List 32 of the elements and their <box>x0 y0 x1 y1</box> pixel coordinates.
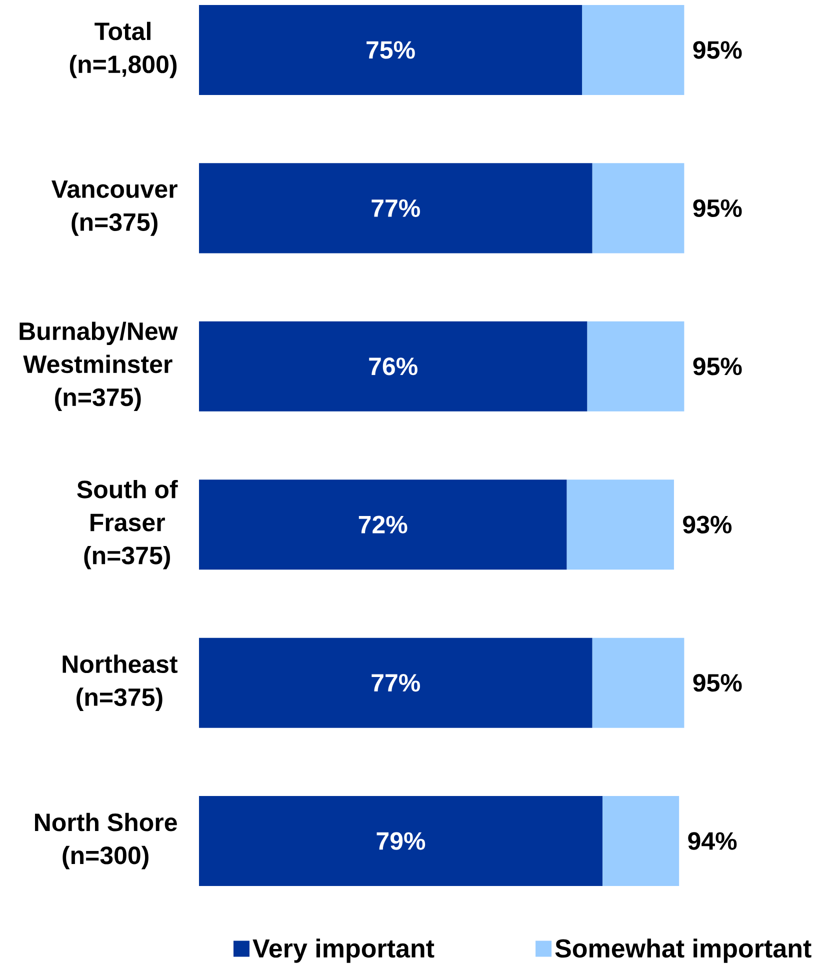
legend-label: Very important <box>252 938 434 963</box>
total-label: 95% <box>693 41 742 59</box>
y-tick-label: Vancouver (n=375) <box>52 180 178 236</box>
y-tick-label: North Shore (n=300) <box>35 812 177 870</box>
bar <box>587 321 684 412</box>
total-label: 93% <box>683 516 732 534</box>
bar <box>602 796 680 886</box>
total-label: 95% <box>693 199 742 218</box>
data-label: 75% <box>366 41 415 59</box>
data-label: 76% <box>369 358 418 376</box>
bar <box>582 4 684 95</box>
bar <box>592 163 684 254</box>
total-label: 95% <box>693 358 742 376</box>
y-tick-label: South of Fraser (n=375) <box>77 480 178 570</box>
data-label: 77% <box>372 199 420 217</box>
data-label: 79% <box>376 832 426 850</box>
y-tick-label: Total (n=1,800) <box>70 22 177 78</box>
data-label: 72% <box>358 516 408 534</box>
total-label: 95% <box>693 674 742 692</box>
total-label: 94% <box>688 832 737 850</box>
bar <box>199 796 602 886</box>
bar <box>199 163 592 254</box>
bar <box>199 480 567 570</box>
bar <box>199 4 582 95</box>
y-tick-label: Northeast (n=375) <box>62 654 178 711</box>
legend-label: Somewhat important <box>555 938 812 963</box>
y-tick-label: Burnaby/New Westminster (n=375) <box>20 322 178 412</box>
bar <box>592 638 684 728</box>
bar <box>199 321 588 412</box>
bar <box>199 638 592 728</box>
bar <box>566 480 674 570</box>
data-label: 77% <box>372 674 420 692</box>
